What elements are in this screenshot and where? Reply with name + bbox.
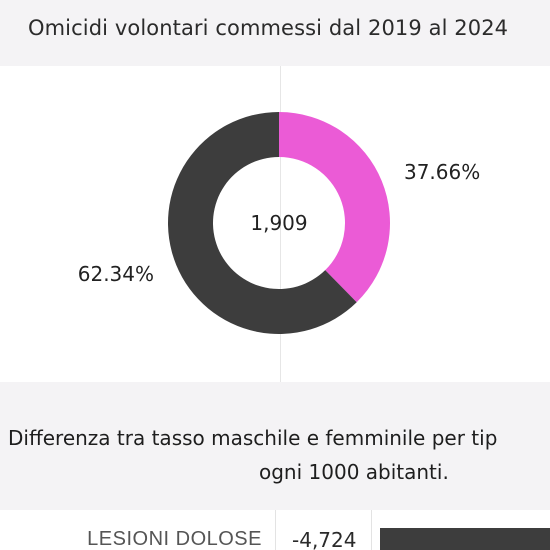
divider-line: [280, 66, 281, 382]
donut-slice-1: [168, 112, 357, 334]
slice-label-0: 37.66%: [404, 160, 480, 184]
chart-title: Omicidi volontari commessi dal 2019 al 2…: [28, 16, 509, 40]
donut-chart-area: 37.66% 62.34% 1,909: [0, 66, 550, 382]
donut-center-total: 1,909: [250, 211, 307, 235]
table-area: LESIONI DOLOSE -4,724: [0, 510, 550, 550]
section-title-line2: ogni 1000 abitanti.: [259, 460, 449, 484]
row-value: -4,724: [292, 528, 357, 550]
donut-chart: 37.66% 62.34% 1,909: [78, 112, 480, 334]
column-separator: [275, 510, 276, 550]
row-bar: [380, 528, 550, 550]
donut-slice-0: [279, 112, 390, 303]
section-title-line1: Differenza tra tasso maschile e femminil…: [8, 426, 498, 450]
title-band: Omicidi volontari commessi dal 2019 al 2…: [0, 0, 550, 66]
row-label: LESIONI DOLOSE: [87, 528, 262, 550]
second-chart-header: Differenza tra tasso maschile e femminil…: [0, 382, 550, 510]
slice-label-1: 62.34%: [78, 262, 154, 286]
column-separator: [371, 510, 372, 550]
